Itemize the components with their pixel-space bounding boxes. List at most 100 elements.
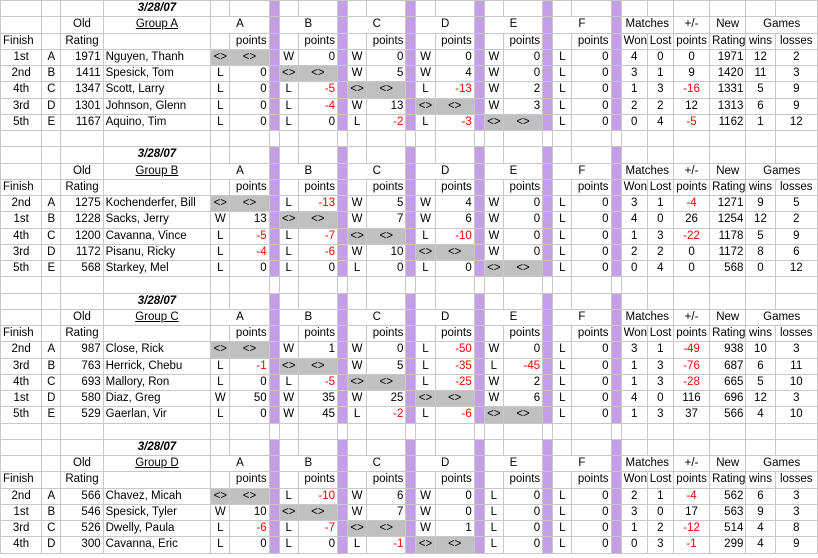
empty-cell[interactable]	[483, 146, 504, 164]
losses-cell[interactable]: 2	[774, 48, 818, 67]
plusminus-cell[interactable]: -1	[672, 536, 711, 554]
empty-cell[interactable]	[672, 422, 711, 440]
empty-cell[interactable]	[60, 276, 104, 294]
column-separator[interactable]	[336, 32, 349, 50]
plusminus-cell[interactable]: -76	[672, 357, 711, 375]
wins-cell[interactable]: 8	[745, 243, 776, 262]
losses-cell[interactable]: 3	[774, 503, 818, 522]
empty-cell[interactable]	[552, 292, 573, 310]
result-cell[interactable]: <>	[210, 341, 231, 359]
empty-cell[interactable]	[672, 438, 711, 457]
result-cell[interactable]: L	[552, 227, 573, 245]
column-separator[interactable]	[405, 194, 417, 213]
plusminus-cell[interactable]: -16	[672, 81, 711, 99]
points-header[interactable]: points	[502, 324, 544, 343]
group-name[interactable]: Group B	[102, 162, 212, 180]
empty-cell[interactable]	[210, 471, 231, 489]
points-cell[interactable]: 0	[297, 48, 339, 67]
wins-cell[interactable]: 5	[745, 81, 776, 99]
wins-cell[interactable]: 12	[745, 389, 776, 408]
finish-cell[interactable]: 3rd	[0, 97, 43, 115]
column-separator[interactable]	[268, 48, 280, 67]
opponent-header[interactable]: F	[552, 308, 612, 327]
lost-cell[interactable]: 1	[646, 487, 674, 505]
plusminus-cell[interactable]: 116	[672, 389, 711, 408]
points-cell[interactable]: -5	[297, 373, 339, 392]
old-rating-cell[interactable]: 1200	[60, 227, 104, 245]
points-cell[interactable]: -10	[297, 487, 339, 505]
empty-cell[interactable]	[268, 276, 280, 294]
result-cell[interactable]: W	[483, 81, 504, 99]
letter-cell[interactable]: D	[41, 97, 62, 115]
points-cell[interactable]: 0	[229, 536, 270, 554]
empty-cell[interactable]	[434, 0, 475, 18]
won-cell[interactable]: 1	[620, 81, 648, 99]
points-cell[interactable]: 0	[502, 64, 544, 83]
opponent-header[interactable]: A	[210, 162, 270, 180]
new-header[interactable]: New	[709, 16, 747, 34]
column-separator[interactable]	[473, 454, 485, 473]
empty-cell[interactable]	[297, 0, 339, 18]
points-header[interactable]: points	[571, 32, 612, 50]
finish-cell[interactable]: 2nd	[0, 341, 43, 359]
lost-cell[interactable]: 2	[646, 519, 674, 538]
old-rating-cell[interactable]: 987	[60, 341, 104, 359]
result-cell[interactable]: <>	[483, 259, 504, 278]
matches-header[interactable]: Matches	[620, 308, 674, 327]
wins-header[interactable]: wins	[745, 471, 776, 489]
result-cell[interactable]: L	[552, 113, 573, 132]
result-cell[interactable]: L	[552, 81, 573, 99]
result-cell[interactable]: L	[552, 389, 573, 408]
result-cell[interactable]: L	[278, 536, 299, 554]
empty-cell[interactable]	[210, 422, 231, 440]
column-separator[interactable]	[268, 406, 280, 424]
new-rating-cell[interactable]: 1971	[709, 48, 747, 67]
points-cell[interactable]: -4	[229, 243, 270, 262]
points-cell[interactable]: -5	[297, 81, 339, 99]
column-separator[interactable]	[405, 536, 417, 554]
result-cell[interactable]: W	[483, 341, 504, 359]
points-header[interactable]: points	[229, 178, 270, 197]
opponent-header[interactable]: F	[552, 16, 612, 34]
wins-header[interactable]: wins	[745, 178, 776, 197]
result-cell[interactable]: L	[552, 519, 573, 538]
won-cell[interactable]: 3	[620, 503, 648, 522]
old-rating-cell[interactable]: 693	[60, 373, 104, 392]
column-separator[interactable]	[405, 178, 417, 197]
column-separator[interactable]	[542, 406, 554, 424]
points-cell[interactable]: -1	[229, 357, 270, 375]
empty-cell[interactable]	[610, 422, 622, 440]
lost-cell[interactable]: 3	[646, 81, 674, 99]
column-separator[interactable]	[336, 48, 349, 67]
won-header[interactable]: Won	[620, 32, 648, 50]
plusminus-header[interactable]: +/-	[672, 308, 711, 327]
empty-cell[interactable]	[60, 129, 104, 148]
empty-cell[interactable]	[483, 276, 504, 294]
opponent-header[interactable]: C	[347, 308, 407, 327]
finish-cell[interactable]: 1st	[0, 48, 43, 67]
lost-cell[interactable]: 0	[646, 48, 674, 67]
empty-cell[interactable]	[745, 292, 776, 310]
result-cell[interactable]: L	[415, 227, 436, 245]
losses-cell[interactable]: 3	[774, 64, 818, 83]
points-cell[interactable]: -6	[297, 243, 339, 262]
finish-cell[interactable]: 4th	[0, 373, 43, 392]
points-cell[interactable]: 0	[571, 227, 612, 245]
old-header[interactable]: Old	[60, 454, 104, 473]
result-cell[interactable]: L	[210, 227, 231, 245]
opponent-header[interactable]: D	[415, 308, 475, 327]
lost-cell[interactable]: 1	[646, 64, 674, 83]
result-cell[interactable]: W	[483, 389, 504, 408]
points-cell[interactable]: 45	[297, 406, 339, 424]
result-cell[interactable]: W	[483, 227, 504, 245]
points-header[interactable]: points	[434, 324, 475, 343]
points-cell[interactable]: <>	[366, 519, 407, 538]
won-header[interactable]: Won	[620, 178, 648, 197]
empty-cell[interactable]	[41, 308, 62, 327]
column-separator[interactable]	[542, 324, 554, 343]
wins-cell[interactable]: 0	[745, 259, 776, 278]
points-cell[interactable]: <>	[297, 503, 339, 522]
column-separator[interactable]	[473, 487, 485, 505]
result-cell[interactable]: W	[347, 243, 368, 262]
letter-cell[interactable]: A	[41, 341, 62, 359]
